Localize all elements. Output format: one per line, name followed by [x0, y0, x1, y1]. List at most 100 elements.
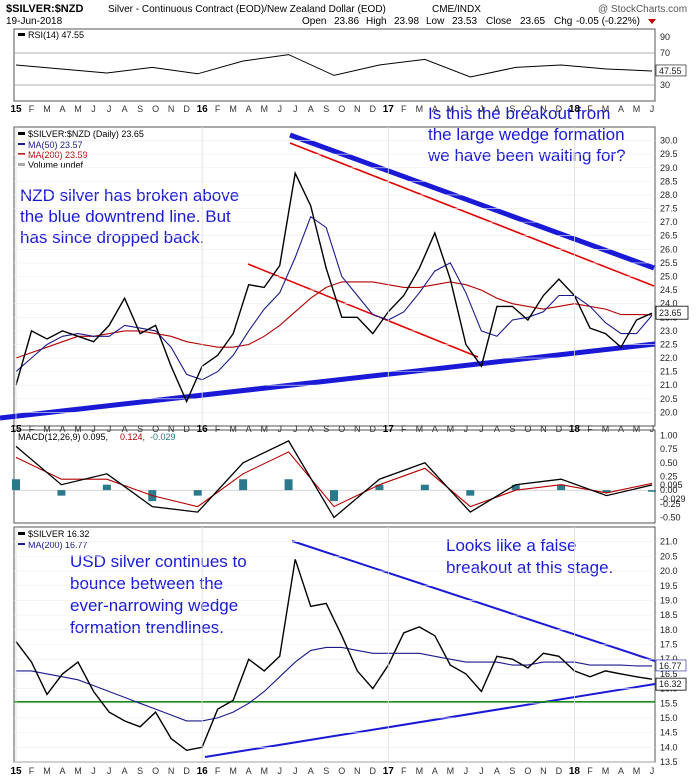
month-label-upper: N [540, 104, 547, 114]
month-label-middle: M [602, 424, 610, 434]
month-label-lower: F [215, 766, 221, 776]
month-label-lower: O [524, 766, 531, 776]
macd-tick-label: 0.25 [660, 472, 678, 482]
low-label: Low [426, 16, 445, 27]
month-label-lower: O [152, 766, 159, 776]
usd-ma-last-label: 16.77 [659, 661, 682, 671]
macd-tick-label: -0.25 [660, 499, 681, 509]
usd-tick-label: 18.0 [660, 625, 678, 635]
month-label-lower: A [308, 766, 314, 776]
macd-panel-frame [13, 429, 656, 524]
month-label-middle: M [416, 424, 424, 434]
month-label-lower: M [416, 766, 424, 776]
usd-legend-main: $SILVER 16.32 [28, 529, 89, 539]
month-label-upper: J [277, 104, 282, 114]
price-tick-label: 25.0 [660, 272, 678, 282]
year-label: 16 [197, 766, 209, 777]
usd-tick-label: 17.0 [660, 654, 678, 664]
month-label-lower: A [432, 766, 438, 776]
month-label-upper: O [524, 104, 531, 114]
month-label-upper: D [183, 104, 190, 114]
note-left-line-3: has since dropped back. [20, 228, 204, 247]
month-label-lower: M [260, 766, 268, 776]
month-label-middle: J [293, 424, 298, 434]
usd-note-left-line-4: formation trendlines. [70, 618, 224, 637]
year-label: 16 [197, 424, 209, 435]
rsi-legend-swatch [18, 33, 25, 36]
month-label-middle: J [107, 424, 112, 434]
year-label: 17 [383, 766, 395, 777]
month-label-upper: A [618, 104, 624, 114]
ma50-legend: MA(50) 23.57 [28, 140, 83, 150]
header-exchange: CME/INDX [432, 4, 481, 15]
note-top-line-2: the large wedge formation [428, 125, 625, 144]
usd-tick-label: 15.0 [660, 713, 678, 723]
month-label-upper: M [260, 104, 268, 114]
month-label-lower: M [447, 766, 455, 776]
year-label: 17 [383, 104, 395, 115]
price-tick-label: 20.0 [660, 407, 678, 417]
year-label: 18 [569, 766, 581, 777]
month-label-middle: M [260, 424, 268, 434]
month-label-lower: J [479, 766, 484, 776]
chg-label: Chg [554, 16, 572, 27]
month-label-lower: O [338, 766, 345, 776]
month-label-upper: A [246, 104, 252, 114]
macd-legend-a: MACD(12,26,9) 0.095, [18, 432, 108, 442]
usd-tick-label: 13.5 [660, 757, 678, 767]
month-label-middle: J [277, 424, 282, 434]
month-label-middle: N [168, 424, 175, 434]
month-label-upper: O [338, 104, 345, 114]
price-legend-swatch [18, 132, 25, 135]
month-label-lower: D [556, 766, 563, 776]
month-label-upper: A [494, 104, 500, 114]
price-tick-label: 27.0 [660, 217, 678, 227]
month-label-middle: A [494, 424, 500, 434]
month-label-middle: S [509, 424, 515, 434]
ma50-line [15, 215, 653, 381]
price-tick-label: 21.5 [660, 367, 678, 377]
rsi-panel-frame [13, 28, 656, 102]
usd-last-label: 16.32 [659, 679, 682, 689]
rsi-tick-label: 90 [660, 32, 670, 42]
rsi-tick-label: 30 [660, 80, 670, 90]
month-label-upper: J [464, 104, 469, 114]
month-label-lower: J [464, 766, 469, 776]
month-label-upper: D [556, 104, 563, 114]
month-label-upper: J [91, 104, 96, 114]
price-tick-label: 22.5 [660, 339, 678, 349]
macd-tick-label: -0.50 [660, 513, 681, 523]
ma50-legend-swatch [18, 143, 25, 145]
month-label-middle: N [354, 424, 361, 434]
month-label-middle: M [633, 424, 641, 434]
usd-tick-label: 20.5 [660, 551, 678, 561]
month-label-upper: J [479, 104, 484, 114]
price-tick-label: 23.0 [660, 326, 678, 336]
month-label-middle: N [540, 424, 547, 434]
macd-histogram-bar [193, 490, 202, 496]
month-label-middle: M [43, 424, 51, 434]
note-left-line-2: the blue downtrend line. But [20, 207, 231, 226]
month-label-middle: J [91, 424, 96, 434]
wedge-lower-red-line [247, 263, 479, 358]
macd-histogram-bar [102, 484, 111, 491]
wedge-upper-red-line [289, 142, 655, 287]
note-top-line-3: we have been waiting for? [427, 146, 626, 165]
price-tick-label: 30.0 [660, 136, 678, 146]
month-label-middle: J [464, 424, 469, 434]
month-label-middle: J [479, 424, 484, 434]
usd-tick-label: 19.0 [660, 595, 678, 605]
nzd-uptrend-line [0, 341, 656, 421]
month-label-middle: M [447, 424, 455, 434]
month-label-middle: F [587, 424, 593, 434]
month-label-lower: M [74, 766, 82, 776]
month-label-lower: J [91, 766, 96, 776]
month-label-middle: O [152, 424, 159, 434]
price-tick-label: 21.0 [660, 380, 678, 390]
month-label-middle: F [401, 424, 407, 434]
month-label-middle: F [29, 424, 35, 434]
price-tick-label: 24.5 [660, 285, 678, 295]
month-label-middle: J [650, 424, 655, 434]
price-tick-label: 25.5 [660, 258, 678, 268]
